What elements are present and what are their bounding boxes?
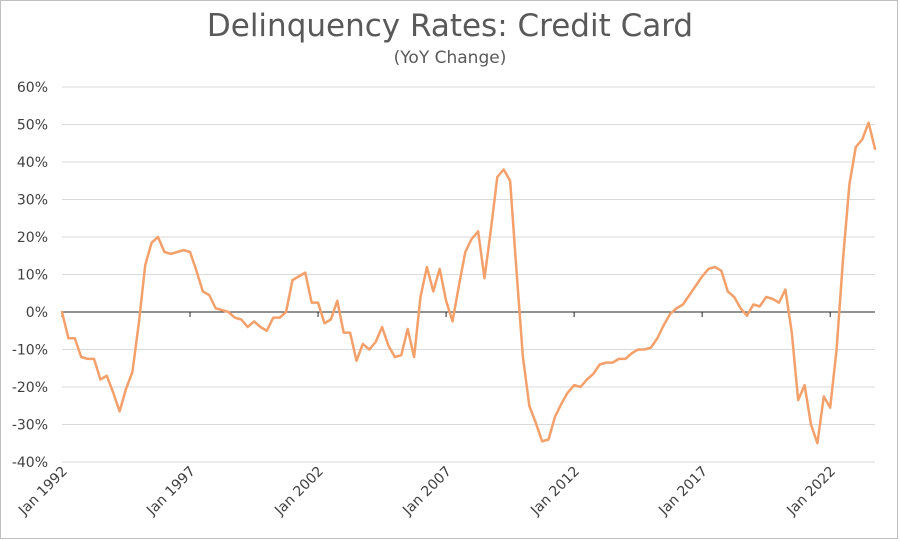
x-tick-label: Jan 2017 [655,464,711,520]
x-tick-label: Jan 1997 [143,464,199,520]
chart-subtitle: (YoY Change) [393,48,507,68]
x-tick-label: Jan 2002 [271,464,327,520]
y-tick-label: -10% [12,343,48,359]
series-layer [60,121,877,445]
series-line [60,121,877,445]
y-tick-label: -40% [12,455,48,471]
x-tick-label: Jan 2012 [527,464,583,520]
x-axis-tick-labels: Jan 1992 Jan 1997 Jan 2002 Jan 2007 Jan 2012… [15,464,839,520]
y-tick-label: 40% [17,155,48,171]
y-tick-label: -20% [12,380,48,396]
y-tick-label: 0% [26,305,48,321]
y-tick-label: 60% [17,80,48,96]
zero-axis [61,311,875,317]
y-tick-label: 20% [17,230,48,246]
y-tick-label: -30% [12,418,48,434]
x-tick-label: Jan 2022 [783,464,839,520]
y-tick-label: 50% [17,118,48,134]
y-tick-label: 30% [17,193,48,209]
y-tick-label: 10% [17,268,48,284]
gridlines [62,86,875,463]
x-tick-label: Jan 2007 [399,464,455,520]
chart-title: Delinquency Rates: Credit Card [206,8,694,44]
y-axis-tick-labels: 60% 50% 40% 30% 20% 10% 0% -10% -20% -30% -40% [12,80,48,471]
x-tick-label: Jan 1992 [15,464,71,520]
